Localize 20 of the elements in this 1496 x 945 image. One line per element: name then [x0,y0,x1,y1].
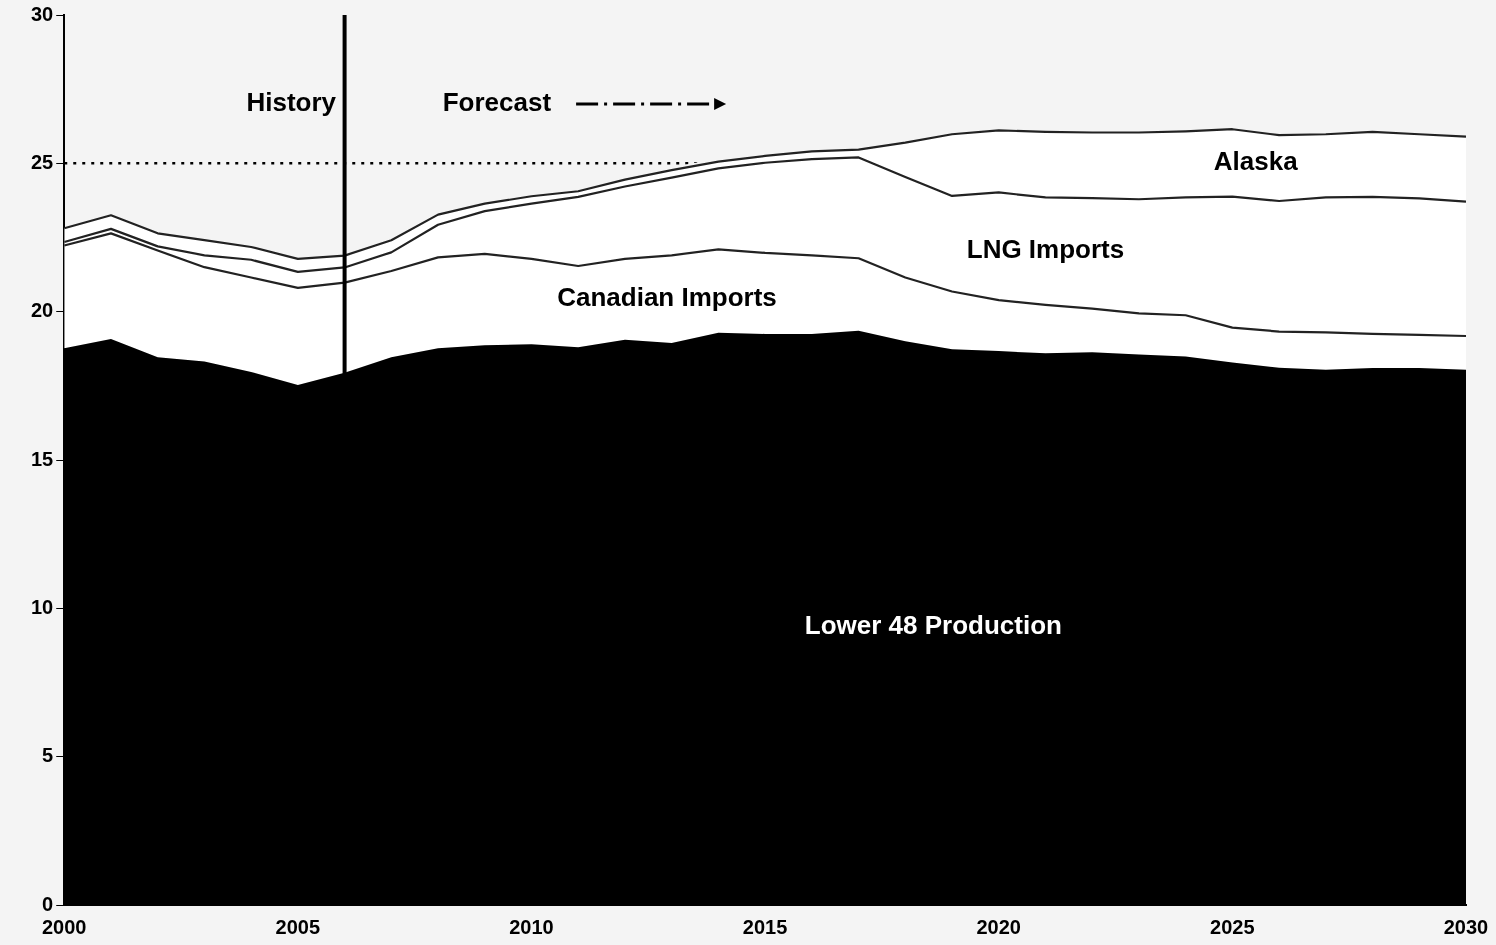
annotation: Forecast [442,87,552,118]
y-tick-label: 20 [31,299,54,322]
x-tick-label: 2005 [275,915,321,938]
x-tick-label: 2015 [742,915,788,938]
series-label: LNG Imports [966,234,1125,265]
y-tick-label: 25 [31,150,54,173]
y-tick-label: 30 [31,2,54,25]
x-tick-label: 2030 [1443,915,1489,938]
y-tick-label: 5 [42,744,54,767]
y-tick-label: 15 [31,447,54,470]
x-tick-label: 2020 [976,915,1021,938]
annotation: History [246,87,337,118]
y-tick-label: 0 [42,892,54,915]
x-tick-label: 2000 [42,915,87,938]
y-tick-label: 10 [31,595,54,618]
series-label: Canadian Imports [557,282,777,313]
series-label: Alaska [1213,146,1299,177]
series-label: Lower 48 Production [804,610,1062,641]
x-tick-label: 2010 [509,915,554,938]
x-tick-label: 2025 [1210,915,1255,938]
